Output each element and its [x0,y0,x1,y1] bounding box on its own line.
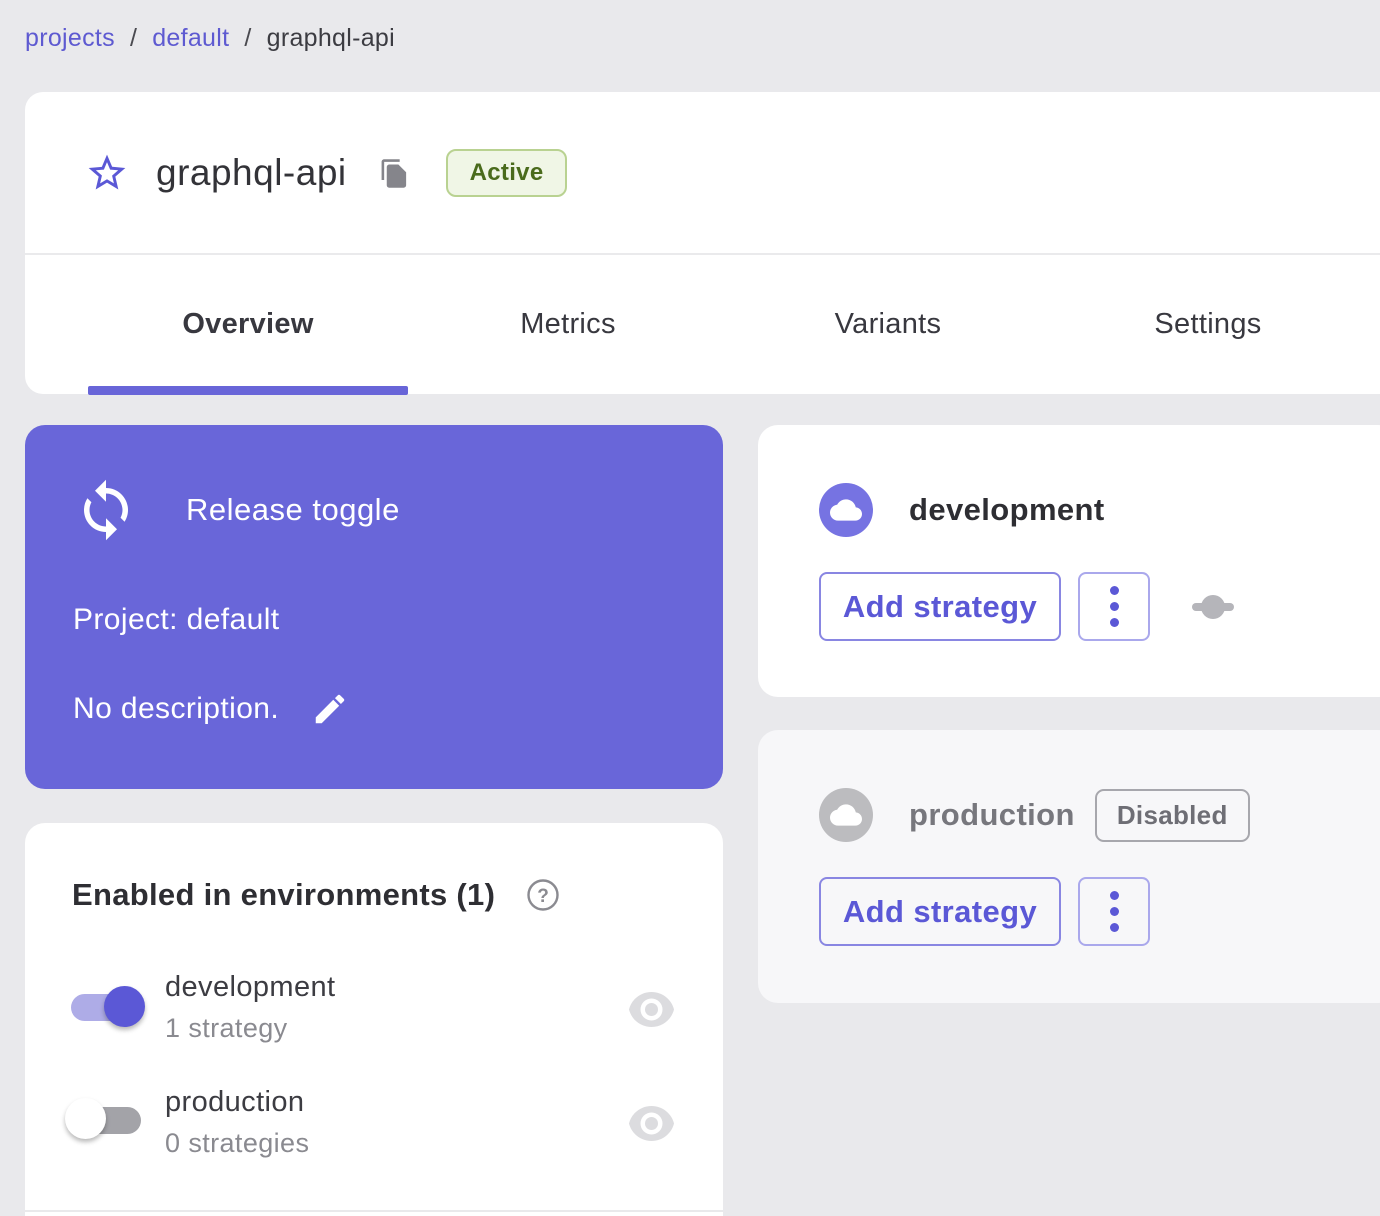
header-divider [25,253,1380,255]
kebab-dot [1109,907,1119,916]
feature-title-row: graphql-api Active [25,92,1380,254]
environment-header: development [819,483,1105,537]
environment-card-production: production Disabled Add strategy [758,730,1380,1003]
kebab-dot [1109,618,1119,627]
toggle-type-label: Release toggle [186,492,400,527]
kebab-dot [1109,586,1119,595]
visibility-eye-icon[interactable] [629,992,674,1027]
help-icon[interactable]: ? [526,878,560,912]
favorite-star-icon[interactable] [85,151,129,195]
feature-header-card: graphql-api Active Overview Metrics Vari… [25,92,1380,395]
active-tab-indicator [88,386,408,395]
tab-bar: Overview Metrics Variants Settings [88,255,1368,395]
feature-title: graphql-api [156,152,347,193]
edit-description-icon[interactable] [311,690,349,728]
environment-cloud-icon [819,788,873,842]
environment-name: production [909,797,1075,832]
toggle-thumb [104,986,145,1027]
add-strategy-button[interactable]: Add strategy [819,572,1061,641]
sync-arrows-icon [84,479,128,541]
status-badge: Active [445,149,568,197]
kebab-dot [1109,891,1119,900]
enabled-environments-header: Enabled in environments (1) ? [72,877,560,913]
tab-overview-label: Overview [182,308,314,340]
environment-name: development [909,492,1105,527]
card-divider [25,1210,723,1212]
project-label: Project: default [73,603,280,636]
add-strategy-button[interactable]: Add strategy [819,877,1061,946]
release-toggle-card: Release toggle Project: default No descr… [25,425,723,789]
more-options-button[interactable] [1078,572,1150,641]
enabled-environments-card: Enabled in environments (1) ? developmen… [25,823,723,1216]
kebab-dot [1109,602,1119,611]
tab-metrics[interactable]: Metrics [408,255,728,394]
breadcrumb: projects / default / graphql-api [25,24,395,53]
environment-toggle-development[interactable] [71,986,145,1027]
breadcrumb-link-default[interactable]: default [152,24,230,52]
tab-settings-label: Settings [1154,308,1262,340]
svg-text:?: ? [537,886,549,907]
enabled-environments-title: Enabled in environments (1) [72,877,496,912]
description-text: No description. [73,692,280,725]
breadcrumb-current: graphql-api [266,24,395,52]
copy-name-icon[interactable] [379,158,410,189]
environment-card-development: development Add strategy [758,425,1380,697]
environment-strategy-count: 1 strategy [165,1013,288,1043]
tab-variants[interactable]: Variants [728,255,1048,394]
environment-disabled-badge: Disabled [1094,788,1250,842]
more-options-button[interactable] [1078,877,1150,946]
environment-toggle-production[interactable] [65,1098,141,1139]
environment-row-name: production [165,1086,305,1118]
tab-overview[interactable]: Overview [88,255,408,395]
tab-settings[interactable]: Settings [1048,255,1368,394]
breadcrumb-separator: / [244,24,252,52]
environment-header: production Disabled [819,788,1250,842]
breadcrumb-separator: / [129,24,138,52]
description-row: No description. [73,690,349,728]
tab-metrics-label: Metrics [520,308,616,340]
visibility-eye-icon[interactable] [629,1106,674,1141]
release-card-header: Release toggle [73,477,400,543]
environment-actions: Add strategy [819,572,1234,641]
kebab-dot [1109,923,1119,932]
breadcrumb-link-projects[interactable]: projects [25,24,115,52]
tab-variants-label: Variants [834,308,942,340]
environment-actions: Add strategy [819,877,1150,946]
strategy-node-icon [1192,594,1234,619]
environment-row-name: development [165,971,336,1003]
toggle-thumb [65,1098,106,1139]
environment-cloud-icon [819,483,873,537]
environment-strategy-count: 0 strategies [165,1128,310,1158]
